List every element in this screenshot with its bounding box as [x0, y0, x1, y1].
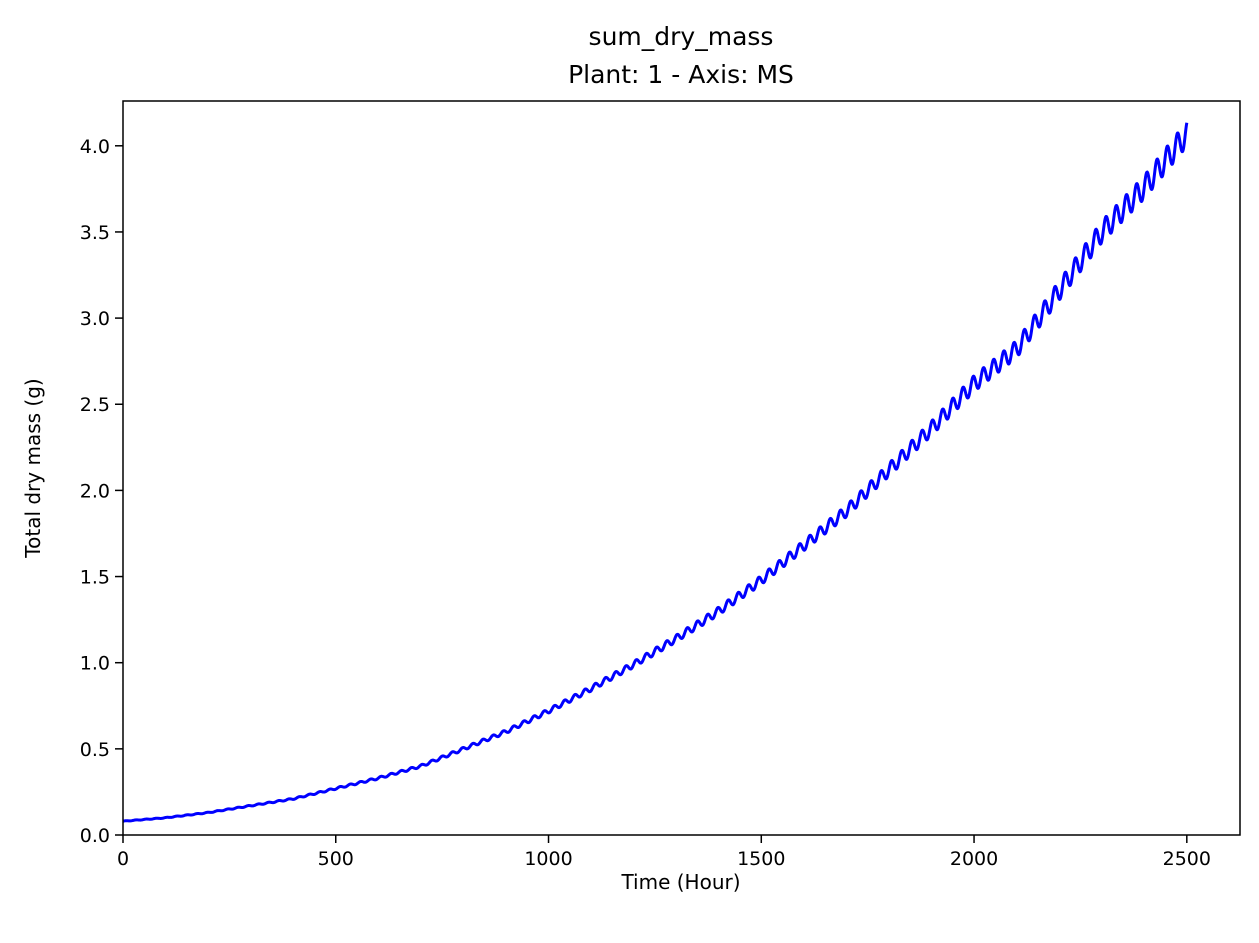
y-tick-label: 2.0 [80, 480, 110, 502]
x-tick-label: 1500 [737, 848, 785, 870]
x-tick-label: 1000 [524, 848, 572, 870]
y-tick-label: 1.5 [80, 567, 110, 589]
plot-frame [122, 100, 1241, 836]
y-tick-label: 3.5 [80, 222, 110, 244]
plot-area [121, 122, 1189, 823]
y-tick-label: 4.0 [80, 136, 110, 158]
x-tick-label: 0 [117, 848, 129, 870]
y-tick-label: 1.0 [80, 653, 110, 675]
y-axis-ticks: 0.0 0.5 1.0 1.5 2.0 2.5 3.0 3.5 4.0 [80, 136, 123, 847]
x-axis-label: Time (Hour) [620, 870, 740, 894]
y-tick-label: 0.0 [80, 825, 110, 847]
chart-title: sum_dry_mass [589, 22, 774, 51]
x-tick-label: 500 [318, 848, 354, 870]
x-tick-label: 2500 [1163, 848, 1211, 870]
x-tick-label: 2000 [950, 848, 998, 870]
y-tick-label: 0.5 [80, 739, 110, 761]
series-line [121, 122, 1189, 823]
x-axis-ticks: 0 500 1000 1500 2000 2500 [117, 835, 1211, 870]
y-tick-label: 2.5 [80, 394, 110, 416]
chart-subtitle: Plant: 1 - Axis: MS [568, 60, 794, 89]
y-axis-label: Total dry mass (g) [21, 378, 45, 558]
y-tick-label: 3.0 [80, 308, 110, 330]
